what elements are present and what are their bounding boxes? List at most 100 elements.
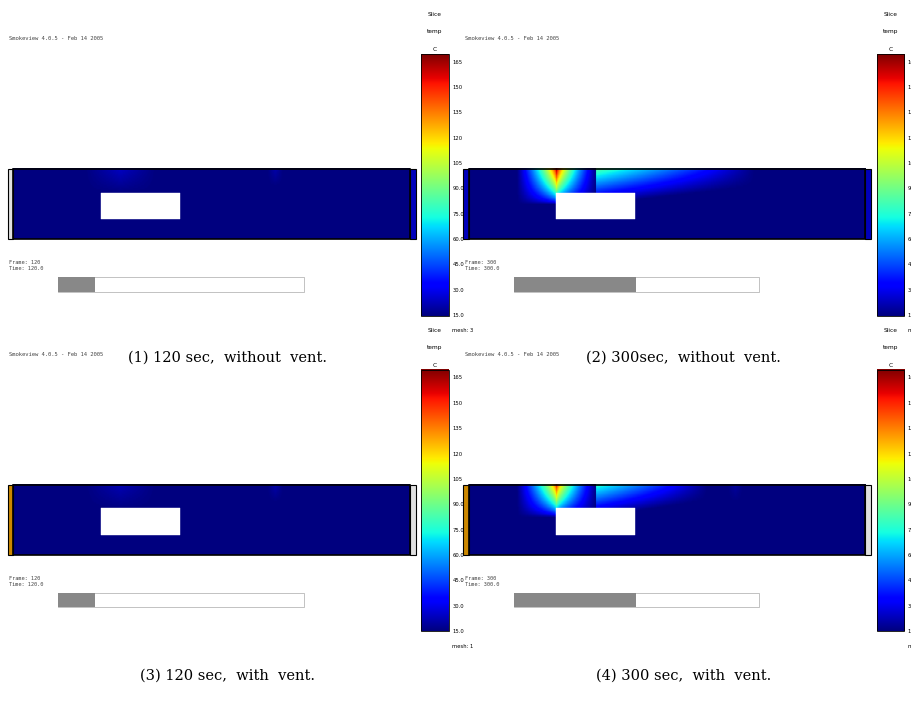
Text: (4) 300 sec,  with  vent.: (4) 300 sec, with vent. xyxy=(596,668,771,682)
Text: 60.0: 60.0 xyxy=(907,237,911,242)
Text: mesh: 1: mesh: 1 xyxy=(452,644,474,649)
Text: 45.0: 45.0 xyxy=(452,578,464,583)
Bar xyxy=(7,484,14,555)
Text: 150: 150 xyxy=(907,85,911,90)
Bar xyxy=(557,192,636,219)
Text: Slice: Slice xyxy=(884,328,897,333)
Text: Slice: Slice xyxy=(428,12,442,17)
Text: 150: 150 xyxy=(907,401,911,406)
Text: C: C xyxy=(433,363,437,368)
Text: C: C xyxy=(888,47,893,52)
Bar xyxy=(514,277,637,291)
Text: 45.0: 45.0 xyxy=(452,263,464,267)
Bar xyxy=(410,168,415,239)
Text: 120: 120 xyxy=(452,451,463,456)
Bar xyxy=(14,168,410,239)
Text: temp: temp xyxy=(883,345,898,350)
Text: 30.0: 30.0 xyxy=(907,288,911,293)
Text: C: C xyxy=(888,363,893,368)
Text: 150: 150 xyxy=(452,401,463,406)
Text: 165: 165 xyxy=(452,60,463,65)
Text: 135: 135 xyxy=(907,426,911,431)
Text: 90.0: 90.0 xyxy=(452,186,464,192)
Text: Smokeview 4.0.5 - Feb 14 2005: Smokeview 4.0.5 - Feb 14 2005 xyxy=(465,352,558,357)
Bar xyxy=(421,53,449,316)
Bar xyxy=(514,277,759,291)
Text: Frame: 300
Time: 300.0: Frame: 300 Time: 300.0 xyxy=(465,576,499,587)
Text: 165: 165 xyxy=(907,376,911,380)
Text: mesh: 3: mesh: 3 xyxy=(907,329,911,333)
Text: (1) 120 sec,  without  vent.: (1) 120 sec, without vent. xyxy=(128,351,327,365)
Text: temp: temp xyxy=(883,29,898,34)
Text: 60.0: 60.0 xyxy=(452,553,464,558)
Bar xyxy=(58,593,303,607)
Text: 135: 135 xyxy=(452,110,462,115)
Text: 15.0: 15.0 xyxy=(452,629,464,634)
Text: 75.0: 75.0 xyxy=(452,212,464,217)
Text: (2) 300sec,  without  vent.: (2) 300sec, without vent. xyxy=(586,351,781,365)
Bar xyxy=(557,508,636,535)
Text: 90.0: 90.0 xyxy=(907,502,911,508)
Bar xyxy=(410,484,415,555)
Text: temp: temp xyxy=(427,345,443,350)
Bar xyxy=(421,369,449,632)
Text: 30.0: 30.0 xyxy=(907,604,911,609)
Text: 75.0: 75.0 xyxy=(452,528,464,533)
Text: 60.0: 60.0 xyxy=(452,237,464,242)
Text: mesh: 1: mesh: 1 xyxy=(907,644,911,649)
Text: 15.0: 15.0 xyxy=(907,629,911,634)
Text: Smokeview 4.0.5 - Feb 14 2005: Smokeview 4.0.5 - Feb 14 2005 xyxy=(465,36,558,41)
Text: 45.0: 45.0 xyxy=(907,263,911,267)
Text: 30.0: 30.0 xyxy=(452,288,464,293)
Text: 120: 120 xyxy=(907,451,911,456)
Bar xyxy=(101,192,180,219)
Text: 90.0: 90.0 xyxy=(452,502,464,508)
Text: Frame: 120
Time: 120.0: Frame: 120 Time: 120.0 xyxy=(9,576,44,587)
Text: mesh: 3: mesh: 3 xyxy=(452,329,474,333)
Text: 45.0: 45.0 xyxy=(907,578,911,583)
Text: (3) 120 sec,  with  vent.: (3) 120 sec, with vent. xyxy=(140,668,315,682)
Text: 165: 165 xyxy=(907,60,911,65)
Text: C: C xyxy=(433,47,437,52)
Text: Slice: Slice xyxy=(428,328,442,333)
Bar xyxy=(876,53,905,316)
Text: 75.0: 75.0 xyxy=(907,528,911,533)
Text: 105: 105 xyxy=(452,477,463,482)
Text: 105: 105 xyxy=(907,161,911,166)
Text: Slice: Slice xyxy=(884,12,897,17)
Text: 120: 120 xyxy=(452,135,463,140)
Bar xyxy=(514,593,759,607)
Text: 150: 150 xyxy=(452,85,463,90)
Text: 105: 105 xyxy=(907,477,911,482)
Bar xyxy=(58,277,95,291)
Text: 105: 105 xyxy=(452,161,463,166)
Text: 135: 135 xyxy=(452,426,462,431)
Bar xyxy=(865,484,871,555)
Text: Frame: 300
Time: 300.0: Frame: 300 Time: 300.0 xyxy=(465,260,499,271)
Bar xyxy=(58,277,303,291)
Text: 15.0: 15.0 xyxy=(452,313,464,318)
Text: 15.0: 15.0 xyxy=(907,313,911,318)
Text: Frame: 120
Time: 120.0: Frame: 120 Time: 120.0 xyxy=(9,260,44,271)
Bar xyxy=(876,369,905,632)
Text: Smokeview 4.0.5 - Feb 14 2005: Smokeview 4.0.5 - Feb 14 2005 xyxy=(9,352,103,357)
Text: 75.0: 75.0 xyxy=(907,212,911,217)
Bar xyxy=(469,168,865,239)
Bar xyxy=(865,168,871,239)
Bar xyxy=(463,168,469,239)
Bar xyxy=(469,484,865,555)
Text: Smokeview 4.0.5 - Feb 14 2005: Smokeview 4.0.5 - Feb 14 2005 xyxy=(9,36,103,41)
Bar xyxy=(7,168,14,239)
Bar xyxy=(58,593,95,607)
Bar xyxy=(463,484,469,555)
Bar xyxy=(101,508,180,535)
Text: 30.0: 30.0 xyxy=(452,604,464,609)
Text: temp: temp xyxy=(427,29,443,34)
Text: 60.0: 60.0 xyxy=(907,553,911,558)
Bar xyxy=(14,484,410,555)
Bar xyxy=(514,593,637,607)
Text: 135: 135 xyxy=(907,110,911,115)
Text: 165: 165 xyxy=(452,376,463,380)
Text: 120: 120 xyxy=(907,135,911,140)
Text: 90.0: 90.0 xyxy=(907,186,911,192)
